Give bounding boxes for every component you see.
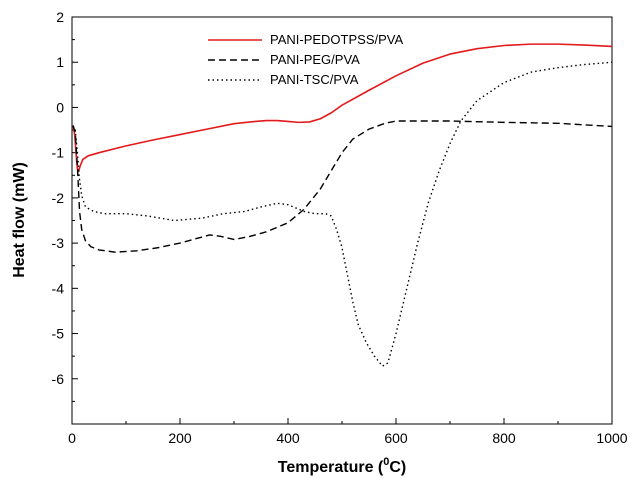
y-tick-label: -5: [52, 326, 65, 342]
x-tick-label: 400: [276, 430, 300, 446]
series-line-3: [72, 61, 613, 367]
y-tick-label: -1: [52, 145, 65, 161]
x-tick-label: 800: [492, 430, 516, 446]
x-tick-label: 1000: [596, 430, 627, 446]
x-axis-title-main: Temperature (: [278, 459, 384, 476]
x-axis-title-unit: C): [389, 459, 406, 476]
y-tick-label: -2: [52, 190, 65, 206]
y-axis: -6 -5 -4 -3 -2 -1 0 1 2: [52, 9, 78, 402]
y-tick-label: -4: [52, 280, 65, 296]
legend-label: PANI-PEDOTPSS/PVA: [270, 32, 403, 47]
series-layer: [72, 43, 613, 367]
x-axis-title: Temperature (0C): [278, 456, 407, 476]
y-tick-label: 1: [56, 54, 64, 70]
x-axis: 0 200 400 600 800 1000: [68, 418, 628, 446]
y-tick-label: 0: [56, 99, 64, 115]
y-tick-label: 2: [56, 9, 64, 25]
x-tick-label: 600: [384, 430, 408, 446]
legend: PANI-PEDOTPSS/PVA PANI-PEG/PVA PANI-TSC/PV…: [208, 32, 403, 87]
x-axis-title-superscript: 0: [383, 456, 389, 468]
y-axis-title: Heat flow (mW): [11, 162, 28, 278]
y-tick-label: -3: [52, 235, 65, 251]
x-tick-label: 200: [168, 430, 192, 446]
legend-label: PANI-TSC/PVA: [270, 72, 359, 87]
series-line-2: [72, 120, 613, 253]
x-tick-label: 0: [68, 430, 76, 446]
y-tick-label: -6: [52, 371, 65, 387]
series-line-1: [72, 43, 613, 173]
legend-label: PANI-PEG/PVA: [270, 52, 360, 67]
